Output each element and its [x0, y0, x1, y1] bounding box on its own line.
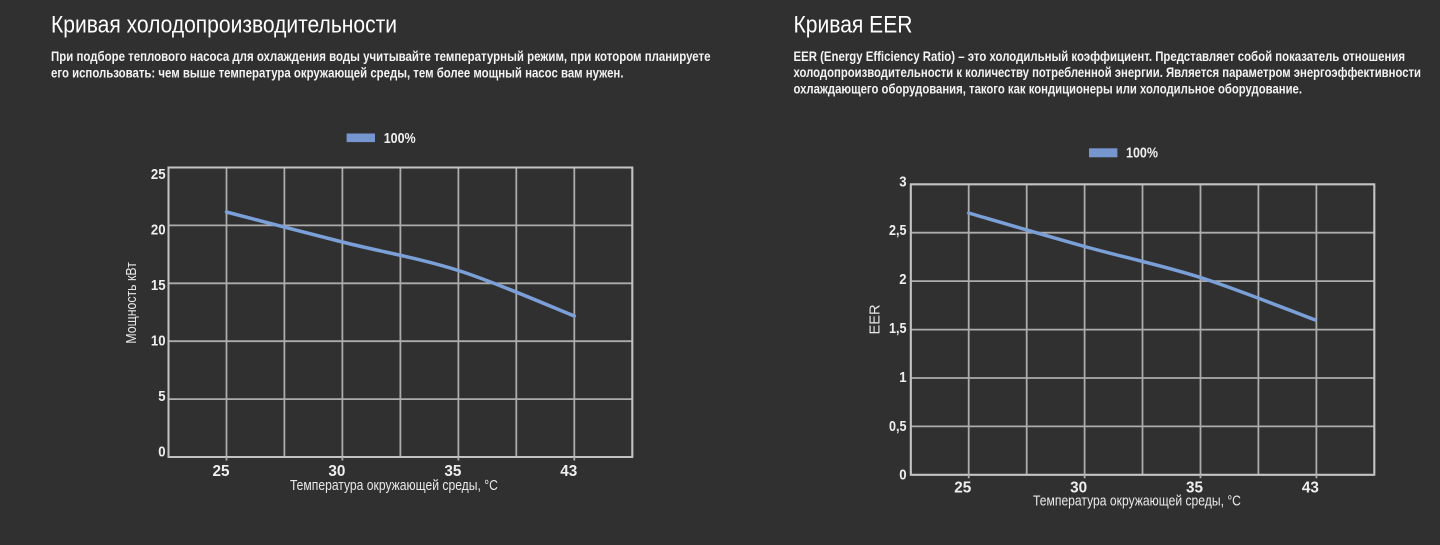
svg-text:При подборе теплового насоса д: При подборе теплового насоса для охлажде… — [51, 48, 711, 64]
svg-text:43: 43 — [560, 463, 577, 480]
svg-text:100%: 100% — [1126, 145, 1158, 162]
svg-text:0: 0 — [158, 444, 165, 461]
svg-text:Кривая холодопроизводительност: Кривая холодопроизводительности — [51, 11, 397, 38]
svg-text:25: 25 — [213, 463, 230, 480]
svg-text:1,5: 1,5 — [889, 320, 907, 337]
svg-text:3: 3 — [899, 173, 906, 190]
svg-text:30: 30 — [1070, 480, 1087, 497]
svg-text:25: 25 — [954, 480, 971, 497]
svg-text:0,5: 0,5 — [889, 418, 907, 435]
svg-text:охлаждающего оборудования, так: охлаждающего оборудования, такого как ко… — [794, 81, 1303, 97]
svg-text:43: 43 — [1302, 480, 1319, 497]
svg-text:Мощность кВт: Мощность кВт — [123, 262, 140, 344]
svg-text:25: 25 — [151, 166, 166, 183]
svg-text:35: 35 — [444, 463, 461, 480]
svg-text:100%: 100% — [384, 130, 416, 147]
svg-text:Кривая EER: Кривая EER — [794, 11, 913, 38]
svg-text:Температура окружающей среды,: Температура окружающей среды, °C — [290, 477, 498, 494]
svg-text:0: 0 — [899, 467, 906, 484]
svg-text:20: 20 — [151, 221, 166, 238]
svg-text:2,5: 2,5 — [889, 222, 907, 239]
svg-text:1: 1 — [899, 369, 906, 386]
svg-text:EER: EER — [867, 304, 884, 334]
svg-text:холодопроизводительности к кол: холодопроизводительности к количеству по… — [794, 64, 1422, 80]
svg-text:10: 10 — [151, 333, 166, 350]
svg-text:Температура окружающей среды,: Температура окружающей среды, °C — [1033, 493, 1241, 510]
svg-text:30: 30 — [328, 463, 345, 480]
svg-text:5: 5 — [158, 388, 165, 405]
svg-text:15: 15 — [151, 277, 166, 294]
svg-text:его использовать: чем выше тем: его использовать: чем выше температура о… — [51, 65, 624, 81]
svg-text:EER (Energy Efficiency Ratio): EER (Energy Efficiency Ratio) – это холо… — [794, 48, 1406, 64]
svg-text:35: 35 — [1186, 480, 1203, 497]
svg-text:2: 2 — [899, 271, 906, 288]
